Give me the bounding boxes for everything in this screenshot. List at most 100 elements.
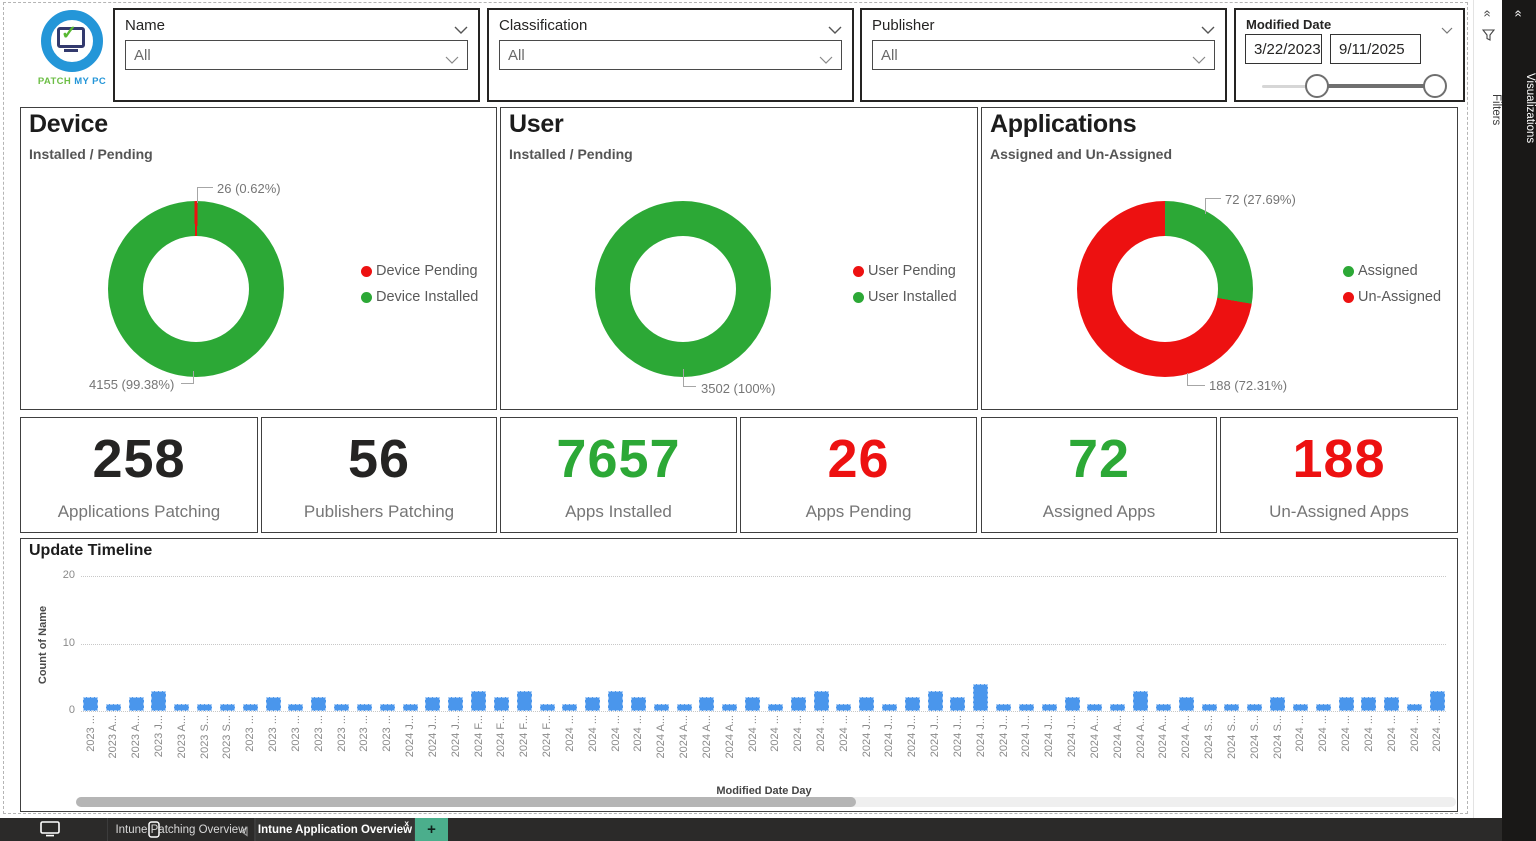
timeline-bar[interactable] <box>1110 704 1126 711</box>
assigned-apps-kpi-card[interactable]: 72 Assigned Apps <box>981 417 1217 533</box>
timeline-bar[interactable] <box>151 691 167 711</box>
timeline-bar[interactable] <box>1315 704 1331 711</box>
timeline-bar[interactable] <box>813 691 829 711</box>
timeline-bar[interactable] <box>630 697 646 711</box>
close-tab-icon[interactable]: x <box>404 819 409 828</box>
timeline-bar[interactable] <box>334 704 350 711</box>
legend-item[interactable]: User Installed <box>853 289 957 305</box>
legend-item[interactable]: Assigned <box>1343 263 1441 279</box>
timeline-bar[interactable] <box>197 704 213 711</box>
desktop-view-icon[interactable] <box>40 821 60 841</box>
timeline-bar[interactable] <box>311 697 327 711</box>
legend-item[interactable]: User Pending <box>853 263 957 279</box>
add-page-button[interactable]: + <box>415 818 448 841</box>
applications-donut-chart[interactable] <box>1077 201 1253 377</box>
end-date-input[interactable]: 9/11/2025 <box>1330 34 1421 64</box>
chevron-down-icon[interactable] <box>1201 22 1215 40</box>
legend-item[interactable]: Device Installed <box>361 289 478 305</box>
timeline-bar[interactable] <box>653 704 669 711</box>
timeline-bar[interactable] <box>767 704 783 711</box>
chevron-down-icon[interactable] <box>1441 22 1453 40</box>
timeline-bar[interactable] <box>1178 697 1194 711</box>
timeline-bar[interactable] <box>1361 697 1377 711</box>
timeline-bar[interactable] <box>1155 704 1171 711</box>
timeline-bar[interactable] <box>1338 697 1354 711</box>
timeline-bar[interactable] <box>402 704 418 711</box>
timeline-bar[interactable] <box>105 704 121 711</box>
timeline-bar[interactable] <box>1087 704 1103 711</box>
applications-patching-kpi-card[interactable]: 258 Applications Patching <box>20 417 258 533</box>
timeline-bar[interactable] <box>881 704 897 711</box>
timeline-bar[interactable] <box>174 704 190 711</box>
visualizations-pane-label[interactable]: Visualizations <box>1524 72 1536 144</box>
timeline-bar[interactable] <box>425 697 441 711</box>
timeline-bar[interactable] <box>562 704 578 711</box>
timeline-bar[interactable] <box>973 684 989 711</box>
publisher-slicer-dropdown[interactable]: All <box>872 40 1215 70</box>
timeline-bar[interactable] <box>471 691 487 711</box>
classification-slicer-dropdown[interactable]: All <box>499 40 842 70</box>
scrollbar-thumb[interactable] <box>76 797 856 807</box>
expand-visualizations-icon[interactable]: « <box>1511 9 1527 18</box>
timeline-bar[interactable] <box>996 704 1012 711</box>
user-donut-chart[interactable] <box>595 201 771 377</box>
timeline-bar[interactable] <box>83 697 98 711</box>
date-slider-track[interactable] <box>1262 85 1317 88</box>
timeline-bar[interactable] <box>904 697 920 711</box>
timeline-bar[interactable] <box>379 704 395 711</box>
tab-intune-application-overview[interactable]: Intune Application Overview x <box>255 818 415 841</box>
un-assigned-apps-kpi-card[interactable]: 188 Un-Assigned Apps <box>1220 417 1458 533</box>
timeline-bar[interactable] <box>1041 704 1057 711</box>
timeline-bar[interactable] <box>608 691 624 711</box>
chevron-down-icon[interactable] <box>828 22 842 40</box>
legend-item[interactable]: Device Pending <box>361 263 478 279</box>
timeline-bar[interactable] <box>539 704 555 711</box>
timeline-bar[interactable] <box>745 697 761 711</box>
mobile-view-icon[interactable] <box>148 821 160 841</box>
timeline-bar[interactable] <box>1133 691 1149 711</box>
timeline-scrollbar[interactable] <box>76 797 1456 807</box>
timeline-bar[interactable] <box>699 697 715 711</box>
timeline-bar[interactable] <box>1224 704 1240 711</box>
timeline-bar[interactable] <box>836 704 852 711</box>
timeline-bar[interactable] <box>859 697 875 711</box>
filters-pane-label[interactable]: Filters <box>1490 94 1502 126</box>
legend-item[interactable]: Un-Assigned <box>1343 289 1441 305</box>
date-slider-range[interactable] <box>1317 84 1435 88</box>
publishers-patching-kpi-card[interactable]: 56 Publishers Patching <box>261 417 497 533</box>
timeline-bar[interactable] <box>1407 704 1423 711</box>
timeline-bar[interactable] <box>676 704 692 711</box>
timeline-bar[interactable] <box>1270 697 1286 711</box>
start-date-input[interactable]: 3/22/2023 <box>1245 34 1322 64</box>
timeline-bar[interactable] <box>927 691 943 711</box>
timeline-bar[interactable] <box>493 697 509 711</box>
expand-filters-icon[interactable]: « <box>1480 9 1496 18</box>
tab-intune-patching-overview[interactable]: Intune Patching Overview <box>107 818 255 841</box>
timeline-bar[interactable] <box>265 697 281 711</box>
timeline-bar[interactable] <box>790 697 806 711</box>
timeline-bar[interactable] <box>1384 697 1400 711</box>
timeline-bar[interactable] <box>356 704 372 711</box>
name-slicer-dropdown[interactable]: All <box>125 40 468 70</box>
date-slider-handle-start[interactable] <box>1305 74 1329 98</box>
previous-page-icon[interactable] <box>240 824 248 841</box>
timeline-bar[interactable] <box>219 704 235 711</box>
timeline-bar[interactable] <box>722 704 738 711</box>
timeline-bar[interactable] <box>1292 704 1308 711</box>
timeline-bar[interactable] <box>950 697 966 711</box>
timeline-bar[interactable] <box>1247 704 1263 711</box>
timeline-bar[interactable] <box>242 704 258 711</box>
timeline-bar[interactable] <box>128 697 144 711</box>
apps-pending-kpi-card[interactable]: 26 Apps Pending <box>740 417 977 533</box>
timeline-bar[interactable] <box>1064 697 1080 711</box>
timeline-bar[interactable] <box>1429 691 1445 711</box>
chevron-down-icon[interactable] <box>454 22 468 40</box>
apps-installed-kpi-card[interactable]: 7657 Apps Installed <box>500 417 737 533</box>
timeline-bar[interactable] <box>448 697 464 711</box>
timeline-bar[interactable] <box>1201 704 1217 711</box>
device-donut-chart[interactable] <box>108 201 284 377</box>
timeline-bar[interactable] <box>1018 704 1034 711</box>
date-slider-handle-end[interactable] <box>1423 74 1447 98</box>
timeline-bar[interactable] <box>288 704 304 711</box>
timeline-bar[interactable] <box>516 691 532 711</box>
